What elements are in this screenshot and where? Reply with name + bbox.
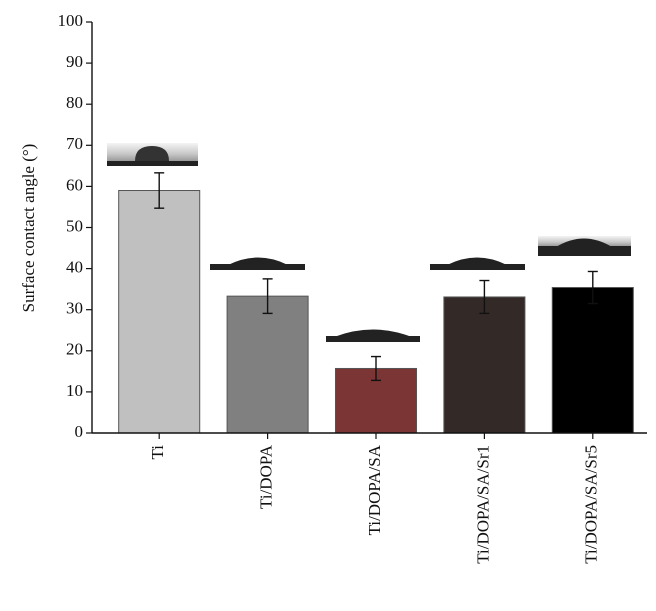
error-bar xyxy=(479,279,490,315)
y-tick-label: 10 xyxy=(66,381,83,400)
y-tick-label: 90 xyxy=(66,52,83,71)
droplet-image xyxy=(538,236,631,256)
y-tick-label: 70 xyxy=(66,134,83,153)
x-tick-label: Ti/DOPA/SA xyxy=(365,444,384,535)
droplet-image xyxy=(107,143,198,166)
y-tick-label: 60 xyxy=(66,175,83,194)
bar xyxy=(226,295,309,434)
y-axis-label: Surface contact angle (°) xyxy=(19,144,38,313)
droplet-image xyxy=(210,257,305,270)
droplet-image xyxy=(430,257,525,270)
x-tick-label: Ti xyxy=(148,445,167,460)
x-tick-label: Ti/DOPA/SA/Sr5 xyxy=(582,445,601,564)
y-tick-label: 0 xyxy=(75,422,84,441)
x-tick-label: Ti/DOPA xyxy=(257,444,276,509)
error-bar xyxy=(262,278,273,315)
y-tick-label: 80 xyxy=(66,93,83,112)
y-tick-label: 30 xyxy=(66,299,83,318)
y-tick-label: 20 xyxy=(66,340,83,359)
error-bar xyxy=(154,172,165,209)
y-tick-label: 50 xyxy=(66,216,83,235)
error-bar xyxy=(371,355,381,382)
bar xyxy=(118,190,201,434)
droplet-images xyxy=(107,143,631,342)
y-tick-label: 100 xyxy=(58,11,84,30)
y-tick-label: 40 xyxy=(66,258,83,277)
droplet-image xyxy=(326,329,420,342)
x-tick-label: Ti/DOPA/SA/Sr1 xyxy=(473,445,492,564)
error-bar xyxy=(587,270,598,305)
bar xyxy=(443,296,526,434)
bar xyxy=(551,287,634,434)
